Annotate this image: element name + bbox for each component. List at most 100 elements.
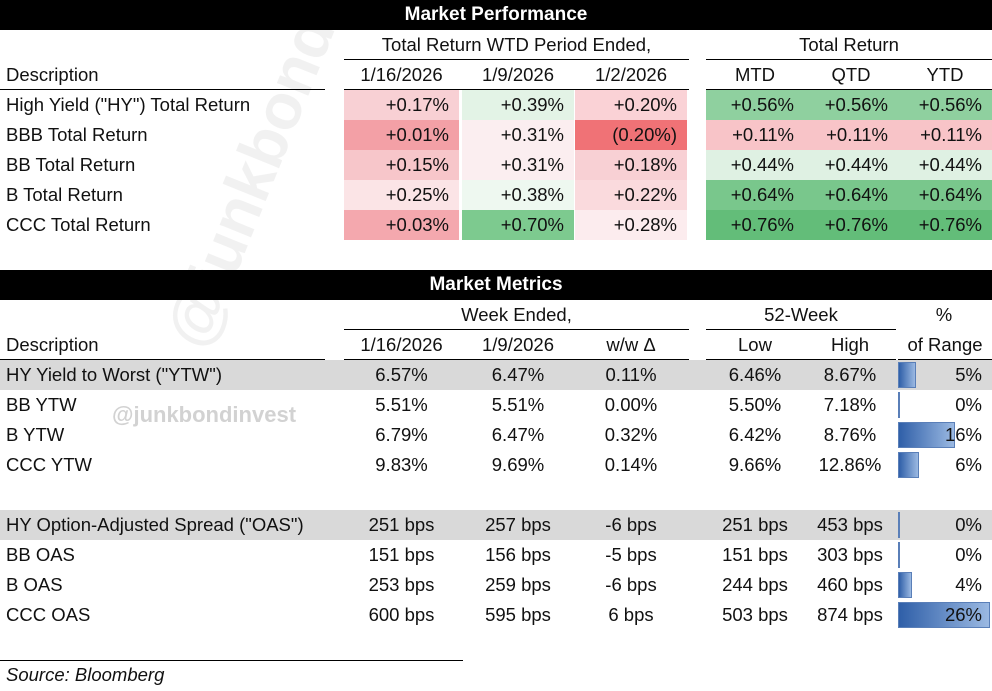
perf-cell-value: +0.64% xyxy=(824,184,888,205)
range-pct-value: 4% xyxy=(955,574,982,595)
metrics-cell-value: 503 bps xyxy=(722,604,788,625)
perf-cell-value: +0.44% xyxy=(824,154,888,175)
metrics-week-rule xyxy=(344,329,689,330)
metrics-row-label: CCC OAS xyxy=(6,604,91,625)
metrics-cell-value: 595 bps xyxy=(485,604,551,625)
perf-group-total: Total Return xyxy=(799,34,899,55)
metrics-cell-value: 156 bps xyxy=(485,544,551,565)
perf-cell-value: +0.11% xyxy=(732,124,794,145)
metrics-cell-value: 6.47% xyxy=(491,364,545,385)
perf-cell-value: +0.18% xyxy=(613,154,677,175)
perf-cell-value: +0.31% xyxy=(500,154,564,175)
perf-cell-bg xyxy=(706,180,804,210)
metrics-cell-value: 6 bps xyxy=(608,604,654,625)
market-performance-title: Market Performance xyxy=(0,0,992,30)
perf-cell-bg xyxy=(462,150,574,180)
range-of-52wk-bar xyxy=(898,542,900,568)
metrics-cell-value: 6.42% xyxy=(728,424,782,445)
metrics-row-label: CCC YTW xyxy=(6,454,92,475)
perf-cell-bg xyxy=(575,90,687,120)
perf-cell-value: +0.28% xyxy=(613,214,677,235)
perf-cell-value: +0.70% xyxy=(500,214,564,235)
metrics-col-header: 1/9/2026 xyxy=(481,334,554,355)
perf-cell-value: +0.39% xyxy=(500,94,564,115)
perf-cell-bg xyxy=(804,150,898,180)
metrics-cell-value: 5.51% xyxy=(491,394,545,415)
metrics-group-pct: % xyxy=(935,304,953,325)
perf-cell-value: +0.56% xyxy=(730,94,794,115)
perf-cell-value: +0.64% xyxy=(730,184,794,205)
metrics-cell-value: 6.79% xyxy=(375,424,428,445)
metrics-cell-value: 303 bps xyxy=(817,544,883,565)
perf-cell-bg xyxy=(344,180,459,210)
perf-cell-value: +0.38% xyxy=(500,184,564,205)
metrics-cell-value: 6.47% xyxy=(491,424,545,445)
perf-cell-bg xyxy=(898,120,992,150)
metrics-cell-value: -5 bps xyxy=(605,544,657,565)
metrics-cell-value: 259 bps xyxy=(485,574,551,595)
metrics-cell-value: 253 bps xyxy=(368,574,435,595)
range-pct-value: 5% xyxy=(955,364,982,385)
perf-cell-value: +0.64% xyxy=(918,184,982,205)
perf-row-label: B Total Return xyxy=(6,184,123,205)
metrics-col-header: 1/16/2026 xyxy=(360,334,443,355)
metrics-row-label: HY Yield to Worst ("YTW") xyxy=(6,364,222,385)
metrics-row-label: BB YTW xyxy=(6,394,77,415)
metrics-cell-value: -6 bps xyxy=(605,574,657,595)
perf-cell-value: +0.03% xyxy=(385,214,449,235)
perf-cell-bg xyxy=(706,210,804,240)
perf-cell-bg xyxy=(804,90,898,120)
perf-cell-value: +0.76% xyxy=(918,214,982,235)
perf-cell-bg xyxy=(898,150,992,180)
perf-group-total-rule xyxy=(706,59,992,60)
metrics-cell-value: 5.51% xyxy=(375,394,428,415)
perf-cell-bg xyxy=(344,90,459,120)
perf-cell-bg xyxy=(575,210,687,240)
perf-cell-value: +0.11% xyxy=(920,124,982,145)
perf-col-header: 1/9/2026 xyxy=(481,64,554,85)
metrics-cell-value: 600 bps xyxy=(368,604,435,625)
perf-cell-value: +0.31% xyxy=(500,124,564,145)
metrics-cell-value: 8.76% xyxy=(823,424,877,445)
range-pct-value: 0% xyxy=(955,394,982,415)
metrics-group-52week: 52-Week xyxy=(764,304,838,325)
range-pct-value: 16% xyxy=(944,424,982,445)
perf-row-label: High Yield ("HY") Total Return xyxy=(6,94,251,115)
perf-cell-bg xyxy=(575,120,687,150)
metrics-cell-value: 5.50% xyxy=(728,394,782,415)
range-pct-value: 6% xyxy=(955,454,982,475)
perf-cell-value: +0.56% xyxy=(824,94,888,115)
metrics-row-shade xyxy=(0,510,992,540)
perf-header-rule-2 xyxy=(344,89,689,90)
perf-cell-value: +0.44% xyxy=(730,154,794,175)
metrics-row-label: BB OAS xyxy=(6,544,75,565)
perf-cell-value: +0.20% xyxy=(613,94,677,115)
perf-cell-bg xyxy=(804,210,898,240)
metrics-cell-value: 0.14% xyxy=(604,454,658,475)
perf-cell-bg xyxy=(344,210,459,240)
range-of-52wk-bar xyxy=(898,602,990,628)
watermark-small: @junkbondinvest xyxy=(112,402,297,427)
metrics-cell-value: 257 bps xyxy=(485,514,551,535)
perf-header-rule-3 xyxy=(706,89,992,90)
range-of-52wk-bar xyxy=(898,392,900,418)
metrics-cell-value: 251 bps xyxy=(368,514,435,535)
metrics-row-label: B OAS xyxy=(6,574,63,595)
metrics-row-shade xyxy=(0,360,992,390)
perf-header-rule xyxy=(0,89,325,90)
range-of-52wk-bar xyxy=(898,362,916,388)
metrics-cell-value: 251 bps xyxy=(722,514,788,535)
perf-cell-value: +0.22% xyxy=(613,184,677,205)
perf-cell-value: +0.76% xyxy=(730,214,794,235)
metrics-cell-value: 6.57% xyxy=(375,364,428,385)
metrics-cell-value: 9.83% xyxy=(375,454,428,475)
metrics-desc-header: Description xyxy=(6,334,99,355)
metrics-cell-value: 0.00% xyxy=(604,394,658,415)
perf-desc-header: Description xyxy=(6,64,99,85)
metrics-cell-value: 0.11% xyxy=(605,364,657,385)
metrics-row-label: HY Option-Adjusted Spread ("OAS") xyxy=(6,514,304,535)
perf-cell-bg xyxy=(462,90,574,120)
perf-row-label: BBB Total Return xyxy=(6,124,148,145)
range-of-52wk-bar xyxy=(898,572,912,598)
perf-col-header: QTD xyxy=(831,64,871,85)
